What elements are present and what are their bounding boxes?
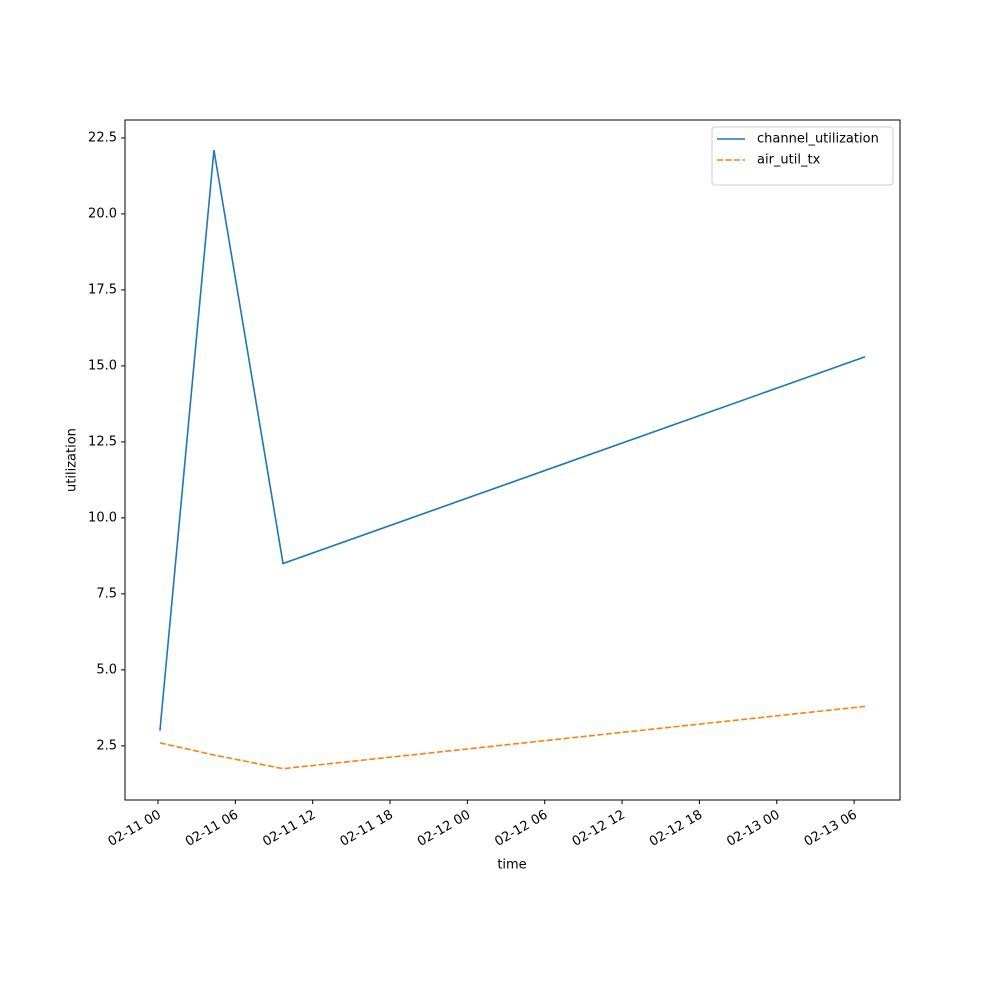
legend-box [711, 126, 894, 186]
line-series [159, 705, 866, 770]
y-tick-label: 15.0 [88, 358, 117, 373]
y-tick-label: 17.5 [88, 282, 117, 297]
y-tick-label: 2.5 [96, 738, 117, 753]
legend-label: channel_utilization [757, 132, 879, 147]
line-series [159, 149, 866, 731]
y-tick-label: 22.5 [88, 130, 117, 145]
y-tick-label: 10.0 [88, 510, 117, 525]
x-axis-label: time [497, 858, 526, 873]
legend-label: air_util_tx [757, 153, 821, 168]
y-axis-label: utilization [65, 428, 80, 492]
axes-frame [124, 119, 901, 801]
y-tick-label: 5.0 [96, 662, 117, 677]
y-tick-label: 7.5 [96, 586, 117, 601]
y-tick-label: 12.5 [88, 434, 117, 449]
y-tick-label: 20.0 [88, 206, 117, 221]
